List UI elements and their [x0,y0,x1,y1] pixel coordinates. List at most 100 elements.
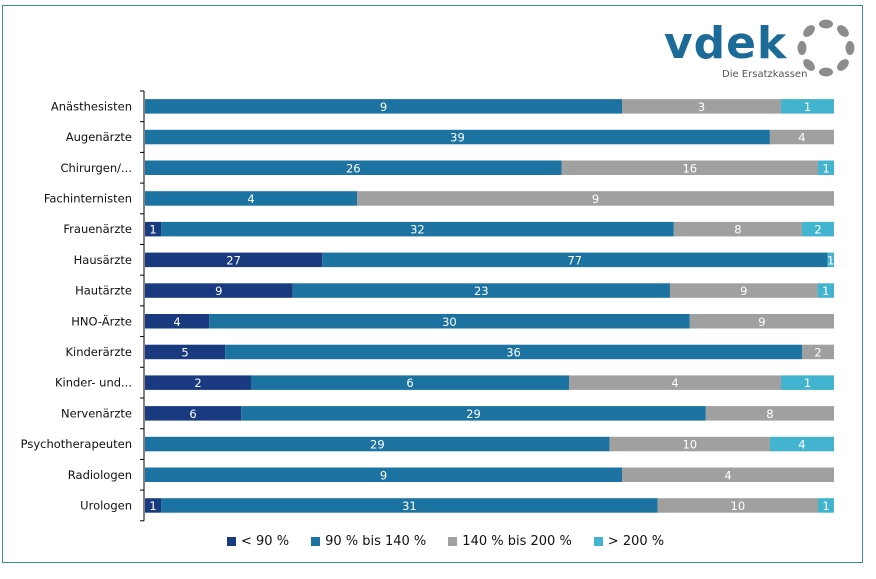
data-label: 16 [682,161,697,175]
data-label: 9 [380,468,387,482]
category-label: Nervenärzte [61,406,132,420]
vdek-logo: vdek Die Ersatzkassen [664,18,855,80]
category-label: Augenärzte [66,130,132,144]
data-label: 27 [226,253,241,267]
legend-swatch [593,537,603,546]
legend-swatch [311,537,321,546]
bar-segment [145,221,162,237]
data-label: 9 [740,284,747,298]
data-label: 29 [370,438,385,452]
bar-segment [561,160,818,175]
data-label: 2 [194,376,201,390]
logo-ring-segment [837,59,849,71]
category-label: Radiologen [68,468,132,482]
legend-label: 90 % bis 140 % [325,534,427,549]
bar-segment [225,344,802,360]
data-label: 9 [758,315,765,329]
legend-item: 90 % bis 140 % [311,534,426,549]
logo-ring-segment [845,41,855,55]
data-label: 4 [671,376,678,390]
bar-segment [145,344,226,360]
bar-segment [817,498,834,513]
bar-segment [292,283,670,298]
legend-label: > 200 % [607,534,665,549]
logo-ring-segment [797,41,807,55]
bars [145,99,834,513]
legend: < 90 % 90 % bis 140 % 140 % bis 200 % > 200… [227,534,686,549]
bar-segment [689,314,834,329]
bar-segment [705,406,834,421]
bar-segment [322,252,828,268]
category-label: HNO-Ärzte [71,313,132,328]
bar-segment [145,314,210,329]
data-label: 1 [827,253,834,267]
category-label: Fachinternisten [44,191,132,205]
logo-ring-icon [797,19,855,77]
category-label: Frauenärzte [63,222,132,236]
logo-ring-segment [803,25,815,37]
data-label: 9 [380,100,387,114]
logo-ring-segment [803,59,815,71]
legend-item: < 90 % [227,534,289,549]
value-labels: 9 3 139 426 16 14 91 32 8 227 77 19 23 9 14 30 95 36 22 6 4 1… [149,100,834,513]
bar-segment [669,283,818,298]
data-label: 36 [506,345,521,359]
bar-segment [769,129,834,145]
data-label: 2 [814,223,821,237]
bar-segment [801,221,834,237]
category-label: Kinderärzte [65,345,132,359]
bar-segment [241,406,706,421]
data-label: 6 [406,376,413,390]
bar-segment [781,375,834,390]
bar-segment [673,221,802,237]
bar-segment [817,160,834,175]
data-label: 9 [592,192,599,206]
bar-segment [209,314,690,329]
category-label: Psychotherapeuten [21,437,132,451]
category-label: Chirurgen/... [60,161,132,175]
category-label: Hausärzte [74,253,132,267]
category-label: Urologen [80,498,132,512]
logo-tagline: Die Ersatzkassen [722,69,807,80]
data-label: 2 [814,345,821,359]
legend-swatch [448,537,458,546]
data-label: 1 [149,499,156,513]
data-label: 30 [442,315,457,329]
legend-label: 140 % bis 200 % [462,534,572,549]
bar-segment [251,375,569,390]
legend-item: > 200 % [593,534,665,549]
bar-segment [817,283,834,298]
data-label: 77 [567,253,582,267]
data-label: 8 [766,407,773,421]
logo-wordmark: vdek [664,18,788,69]
category-label: Kinder- und... [55,376,132,390]
data-label: 39 [450,131,465,145]
bar-segment [781,99,834,114]
data-label: 4 [173,315,180,329]
bar-segment [609,436,770,452]
data-label: 4 [247,192,254,206]
bar-segment [145,252,323,268]
y-axis [140,90,145,522]
bar-segment [145,467,622,482]
bar-segment [145,406,242,421]
bar-segment [769,436,834,452]
bar-segment [145,129,770,145]
legend-swatch [227,537,236,546]
data-label: 6 [189,407,196,421]
data-label: 26 [346,161,361,175]
data-label: 32 [410,223,425,237]
bar-segment [161,221,674,237]
data-label: 1 [822,284,829,298]
data-label: 23 [474,284,489,298]
bar-segment [622,99,781,114]
bar-segment [145,160,562,175]
logo-ring-segment [819,19,833,29]
category-label: Anästhesisten [51,99,132,113]
data-label: 9 [215,284,222,298]
data-label: 1 [822,499,829,513]
bar-segment [161,498,658,513]
category-label: Hautärzte [75,284,132,298]
bar-segment [827,252,834,268]
